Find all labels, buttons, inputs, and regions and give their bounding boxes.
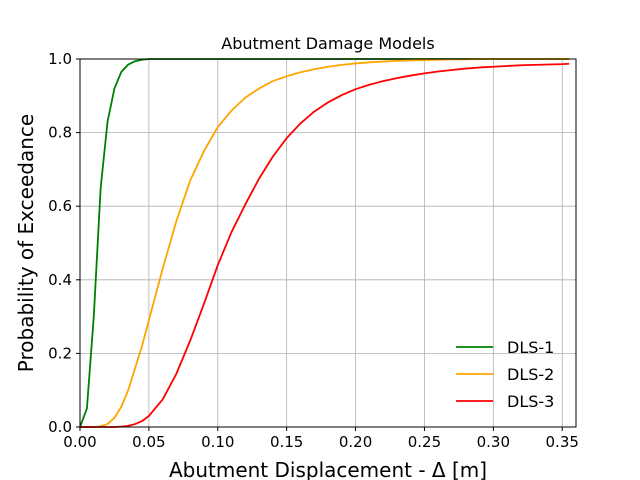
chart-title: Abutment Damage Models bbox=[221, 34, 434, 53]
y-tick-label: 0.2 bbox=[48, 344, 72, 362]
legend-label-dls-2: DLS-2 bbox=[507, 365, 554, 384]
x-axis-label: Abutment Displacement - Δ [m] bbox=[169, 458, 487, 480]
x-tick-label: 0.05 bbox=[132, 433, 165, 451]
series-line-dls-1 bbox=[79, 58, 570, 428]
series-line-dls-3 bbox=[80, 62, 570, 428]
y-axis-label: Probability of Exceedance bbox=[14, 114, 38, 372]
ticks: 0.00 0.05 0.10 0.15 0.20 0.25 0.30 0.35 0.0 0.2 0.… bbox=[48, 50, 579, 451]
x-tick-label: 0.15 bbox=[270, 433, 303, 451]
x-tick-label: 0.35 bbox=[546, 433, 579, 451]
series-lines bbox=[79, 58, 570, 428]
legend-label-dls-1: DLS-1 bbox=[507, 338, 554, 357]
grid bbox=[79, 58, 576, 428]
y-tick-label: 1.0 bbox=[48, 50, 72, 68]
y-tick-label: 0.8 bbox=[48, 124, 72, 142]
x-tick-label: 0.00 bbox=[63, 433, 96, 451]
x-tick-label: 0.25 bbox=[408, 433, 441, 451]
legend: DLS-1 DLS-2 DLS-3 bbox=[456, 338, 554, 411]
x-tick-label: 0.20 bbox=[339, 433, 372, 451]
legend-label-dls-3: DLS-3 bbox=[507, 392, 554, 411]
y-tick-label: 0.4 bbox=[48, 271, 72, 289]
series-line-dls-2 bbox=[80, 58, 570, 428]
x-tick-label: 0.10 bbox=[201, 433, 234, 451]
x-tick-label: 0.30 bbox=[477, 433, 510, 451]
y-tick-label: 0.6 bbox=[48, 197, 72, 215]
plot-frame bbox=[79, 58, 577, 428]
y-tick-label: 0.0 bbox=[48, 418, 72, 436]
